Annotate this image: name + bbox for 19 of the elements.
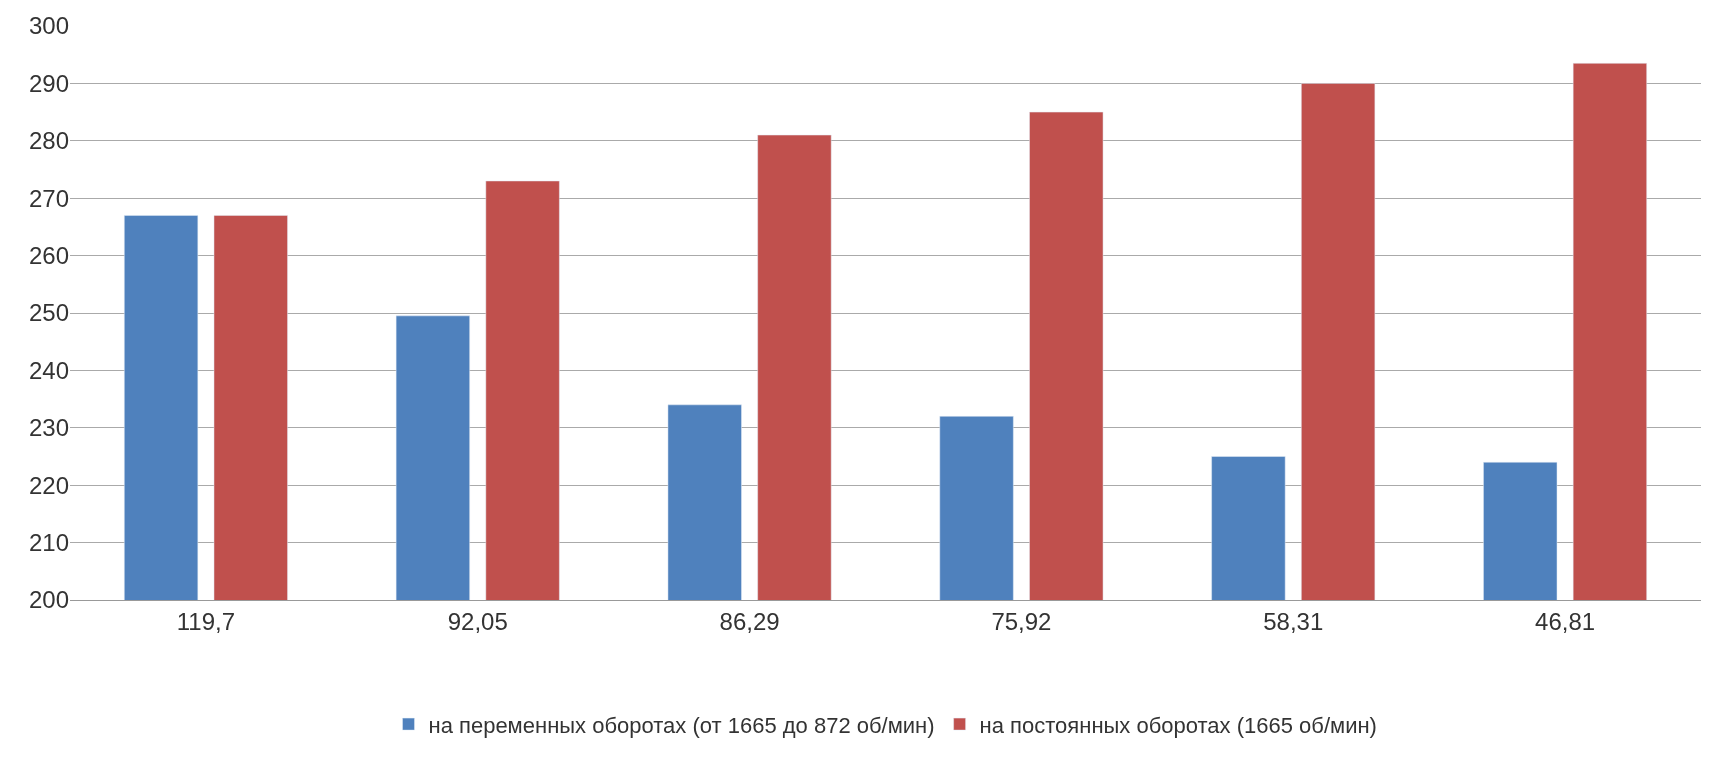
y-tick-label: 200 — [28, 586, 69, 614]
x-tick-label: 119,7 — [176, 607, 236, 635]
y-tick-label: 240 — [28, 356, 69, 384]
x-tick-label: 58,31 — [1263, 607, 1324, 635]
x-tick-label: 92,05 — [447, 607, 508, 635]
y-tick-label: 230 — [28, 414, 69, 442]
legend-label: на переменных оборотах (от 1665 до 872 об/мин) — [428, 712, 935, 738]
y-tick-label: 260 — [28, 242, 69, 269]
y-tick-label: 270 — [28, 184, 69, 212]
y-tick-label: 220 — [28, 471, 69, 499]
y-tick-label: 280 — [28, 127, 69, 155]
y-tick-label: 290 — [28, 69, 69, 97]
legend-label: на постоянных оборотах (1665 об/мин) — [979, 712, 1377, 738]
y-tick-label: 250 — [28, 299, 69, 327]
x-tick-label: 75,92 — [991, 607, 1052, 635]
y-tick-label: 300 — [28, 12, 69, 40]
x-tick-label: 86,29 — [719, 607, 780, 635]
x-tick-label: 46,81 — [1535, 607, 1596, 635]
y-tick-label: 210 — [28, 529, 69, 556]
